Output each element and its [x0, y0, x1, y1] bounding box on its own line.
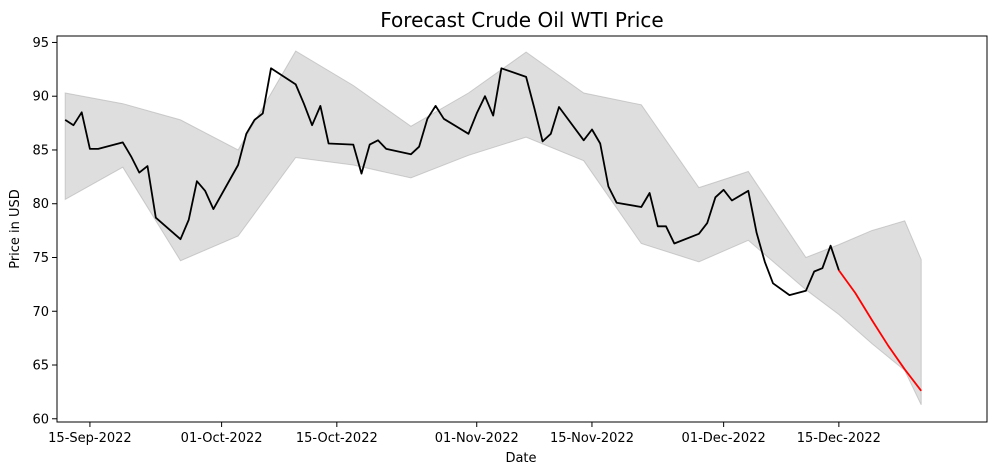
- y-tick-label: 85: [32, 143, 49, 158]
- x-tick-label: 01-Oct-2022: [181, 431, 263, 446]
- confidence-band: [64, 50, 922, 406]
- series-layer: [64, 67, 922, 392]
- y-tick-label: 80: [32, 197, 49, 212]
- y-axis-label: Price in USD: [8, 189, 23, 269]
- y-axis: 60 65 70 75 80 85 90 95: [32, 36, 57, 427]
- x-tick-label: 01-Nov-2022: [435, 431, 519, 446]
- history-price-line: [64, 67, 840, 296]
- x-tick-label: 15-Dec-2022: [797, 431, 881, 446]
- chart-title: Forecast Crude Oil WTI Price: [380, 8, 663, 32]
- y-tick-label: 60: [32, 412, 49, 427]
- x-axis: 15-Sep-2022 01-Oct-2022 15-Oct-2022 01-Nov-…: [48, 422, 881, 446]
- y-tick-label: 90: [32, 90, 49, 105]
- confidence-band-layer: [64, 50, 922, 406]
- forecast-price-line: [838, 269, 922, 392]
- x-tick-label: 15-Nov-2022: [550, 431, 634, 446]
- y-tick-label: 70: [32, 305, 49, 320]
- y-tick-label: 65: [32, 359, 49, 374]
- y-tick-label: 95: [32, 36, 49, 51]
- plot-frame: [56, 35, 988, 423]
- y-tick-label: 75: [32, 251, 49, 266]
- x-axis-label: Date: [505, 451, 536, 466]
- x-tick-label: 15-Oct-2022: [296, 431, 378, 446]
- x-tick-label: 15-Sep-2022: [48, 431, 132, 446]
- x-tick-label: 01-Dec-2022: [682, 431, 766, 446]
